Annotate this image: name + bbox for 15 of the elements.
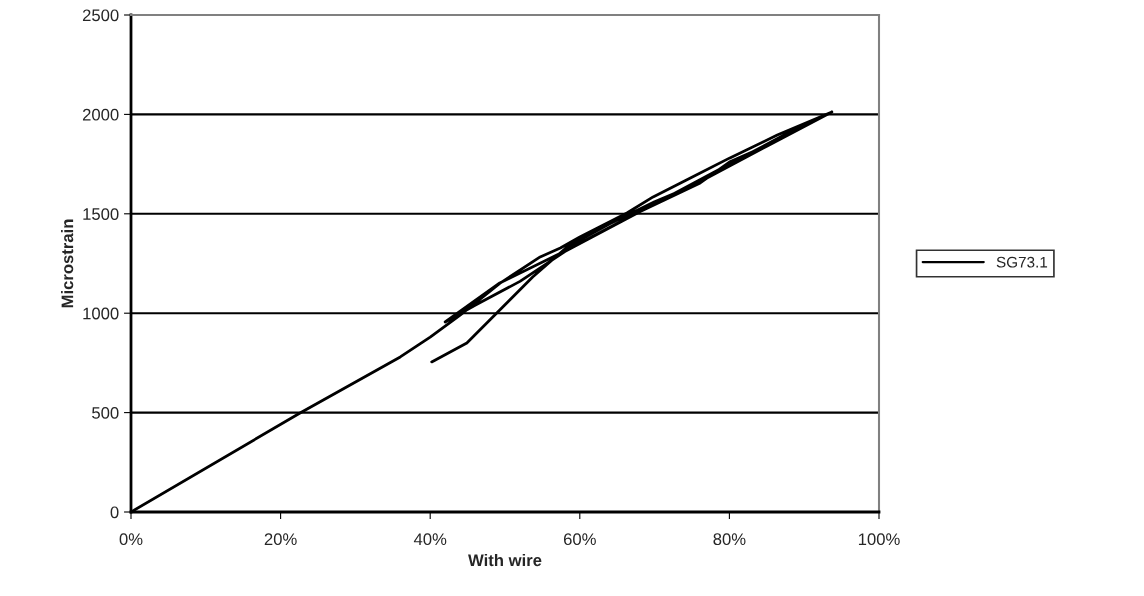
y-tick-label: 2000	[82, 108, 119, 121]
x-axis-title: With wire	[468, 553, 542, 567]
y-tick-label: 0	[110, 506, 119, 519]
x-tick-label: 60%	[563, 533, 596, 546]
y-tick-label: 1000	[83, 307, 119, 320]
x-tick-label: 100%	[858, 533, 900, 546]
x-tick-label: 80%	[713, 533, 746, 546]
x-tick-label: 0%	[119, 533, 143, 546]
y-tick-label: 1500	[83, 208, 119, 220]
y-axis-title: Microstrain	[61, 219, 74, 308]
x-tick-label: 40%	[413, 533, 447, 546]
y-tick-label: 500	[92, 407, 119, 419]
legend-label: SG73.1	[996, 256, 1048, 268]
x-tick-label: 20%	[264, 533, 297, 546]
y-tick-label: 2500	[82, 9, 119, 22]
